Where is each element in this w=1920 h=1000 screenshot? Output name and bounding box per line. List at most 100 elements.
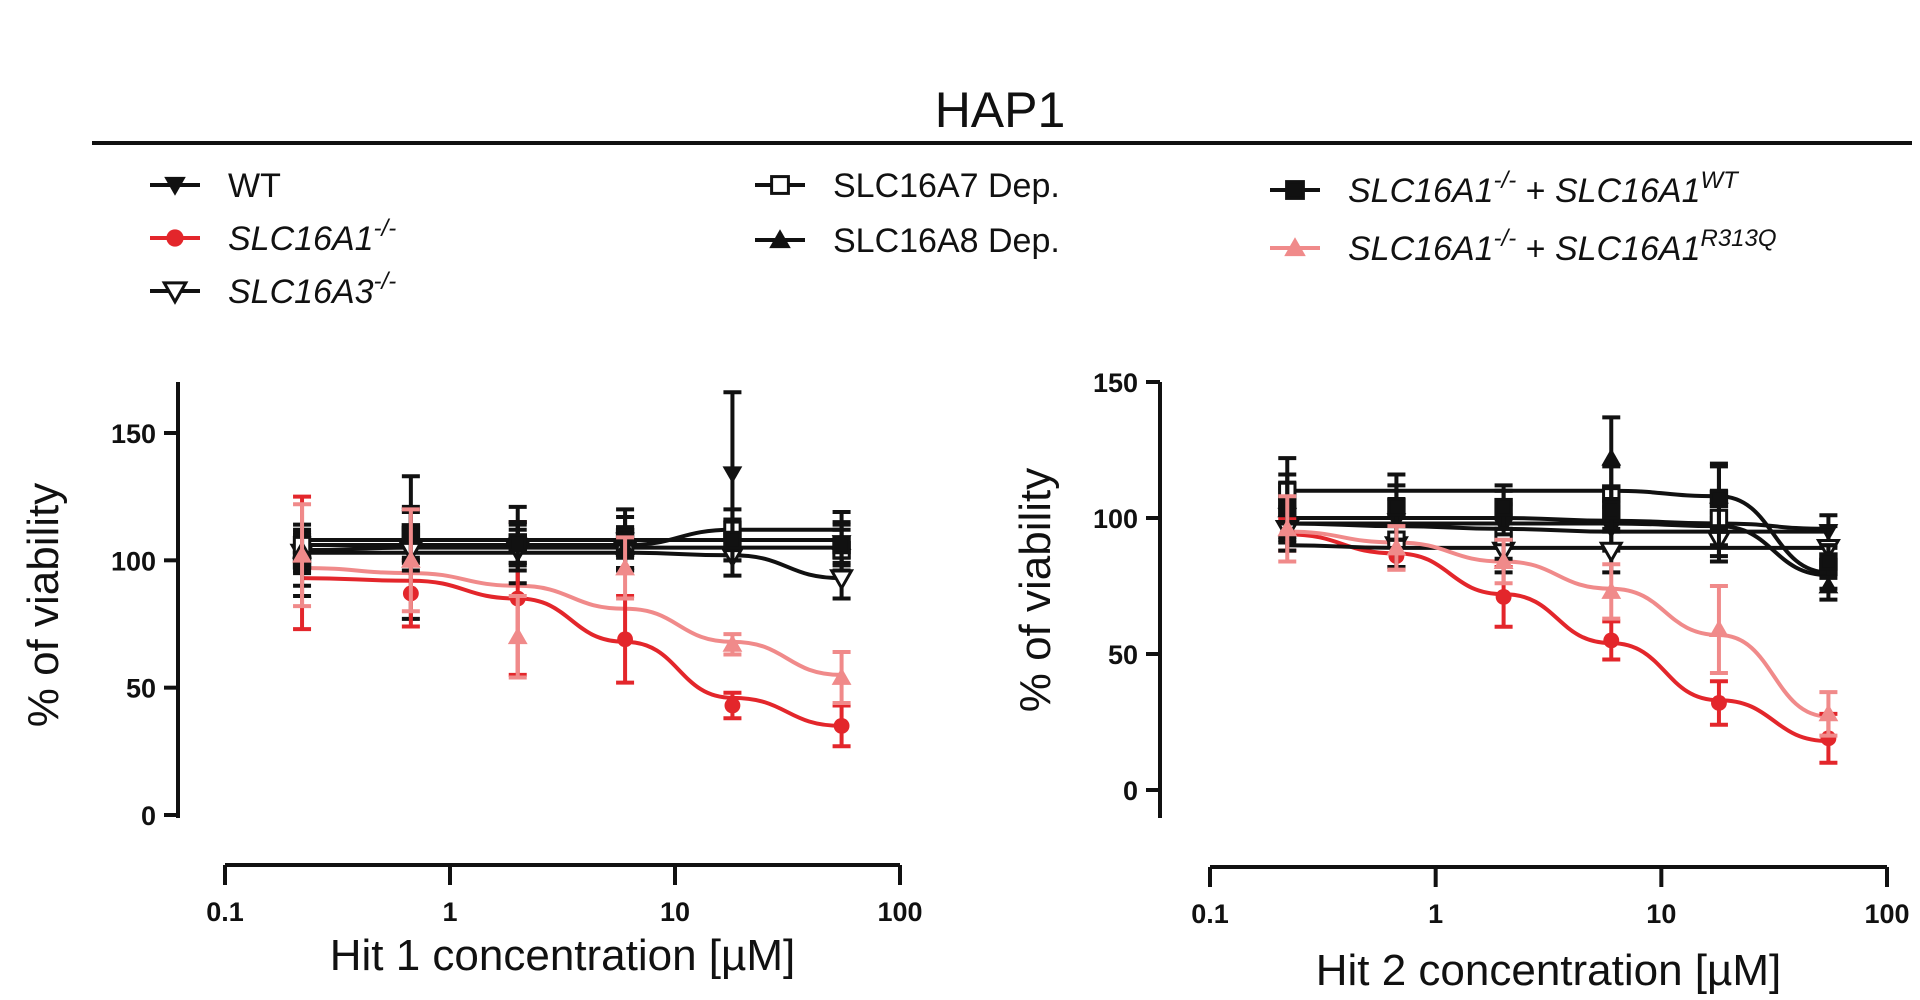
series-4 [1287,521,1829,578]
data-point [833,717,850,734]
y-tick-label: 150 [1093,368,1138,398]
legend-marker-resc_mut [1284,237,1306,257]
data-point [508,533,527,552]
data-point [1818,576,1839,594]
figure-title: HAP1 [935,82,1066,138]
legend-label-ko_a1: SLC16A1-/- [228,215,396,258]
x-tick-label: 10 [660,897,690,927]
x-tick-label: 100 [877,897,922,927]
legend-item-dep_a7: SLC16A7 Dep. [755,167,1060,205]
legend-label-dep_a7: SLC16A7 Dep. [833,167,1060,205]
data-point [832,535,851,555]
data-point [507,626,528,645]
y-tick-label: 50 [126,674,156,704]
right-panel-hit2: 0 50 100 150 0.1 1 10 100 Hit 2 concentration [µ… [1011,368,1910,995]
series-points-6 [292,502,852,705]
legend-item-resc_wt: SLC16A1-/- + SLC16A1WT [1270,167,1740,210]
legend-item-resc_mut: SLC16A1-/- + SLC16A1R313Q [1270,225,1777,268]
data-point [1602,500,1621,520]
data-point [615,558,635,576]
fit-curve [1287,488,1829,575]
legend-item-ko_a1: SLC16A1-/- [150,215,396,258]
fit-curve [302,527,842,548]
legend-item-dep_a8: SLC16A8 Dep. [755,222,1060,260]
x-tick-label: 0.1 [206,897,244,927]
legend-marker-ko_a3 [161,281,189,305]
series-3 [302,527,842,548]
data-point [722,634,743,652]
series-2 [302,550,842,581]
fit-curve [302,576,842,728]
legend-item-wt: WT [150,167,281,205]
legend-label-resc_wt: SLC16A1-/- + SLC16A1WT [1348,167,1740,210]
series-2 [1287,543,1829,550]
series-3 [1287,488,1829,575]
series-1 [1287,532,1829,744]
data-point [1387,497,1406,517]
y-tick-label: 50 [1108,640,1138,670]
data-point [1598,541,1624,564]
data-point [1818,703,1839,722]
data-point [1494,497,1513,517]
fit-curve [302,550,842,581]
left-panel-hit1: 0 50 100 150 0.1 1 10 100 Hit 1 concentration [µ… [19,382,923,980]
legend-marker-ko_a1 [166,229,184,247]
fit-curve [302,545,842,553]
data-point [1601,448,1622,466]
legend-item-ko_a3: SLC16A3-/- [150,268,396,311]
series-6 [302,565,842,677]
data-point [1277,518,1298,537]
series-points-6 [1277,494,1839,738]
y-tick-label: 100 [111,546,156,576]
y-tick-label: 100 [1093,504,1138,534]
legend: WT SLC16A1-/- SLC16A3-/- SLC16A7 Dep. SLC16A… [150,167,1777,311]
y-tick-label: 150 [111,419,156,449]
x-axis-title: Hit 2 concentration [µM] [1316,946,1782,995]
y-tick-label: 0 [1123,776,1138,806]
fit-curve [1287,515,1829,531]
legend-label-resc_mut: SLC16A1-/- + SLC16A1R313Q [1348,225,1777,268]
legend-marker-dep_a7 [770,175,790,195]
legend-label-wt: WT [228,167,281,205]
legend-marker-resc_wt [1285,180,1305,200]
fit-curve [1287,529,1829,719]
fit-curve [1287,521,1829,534]
legend-marker-wt [164,176,186,196]
x-tick-label: 1 [442,897,457,927]
data-point [831,667,852,685]
data-point [724,697,741,714]
data-point [617,631,634,648]
series-5 [1287,515,1829,531]
data-point [1493,551,1514,569]
legend-label-ko_a3: SLC16A3-/- [228,268,396,311]
x-axis-title: Hit 1 concentration [µM] [330,931,796,980]
data-point [1495,588,1512,605]
fit-curve [1287,532,1829,744]
y-axis-title: % of viability [19,483,68,728]
data-point [722,466,743,484]
data-point [1386,538,1407,556]
series-1 [302,576,842,728]
data-point [1711,695,1727,711]
x-tick-label: 0.1 [1191,899,1229,929]
data-point [1709,619,1729,637]
data-point [1819,552,1838,571]
data-point [1601,581,1622,599]
series-4 [302,545,842,553]
y-axis-title: % of viability [1011,468,1060,713]
data-point [723,530,742,550]
series-points-0 [292,390,852,621]
x-tick-label: 1 [1428,899,1443,929]
series-6 [1287,529,1829,719]
x-tick-label: 100 [1864,899,1909,929]
series-0 [1287,521,1829,534]
data-point [1603,632,1620,649]
fit-curve [1287,521,1829,578]
data-point [400,550,421,568]
legend-label-dep_a8: SLC16A8 Dep. [833,222,1060,260]
y-tick-label: 0 [141,801,156,831]
data-point [292,545,312,563]
fit-curve [1287,543,1829,550]
x-tick-label: 10 [1646,899,1676,929]
